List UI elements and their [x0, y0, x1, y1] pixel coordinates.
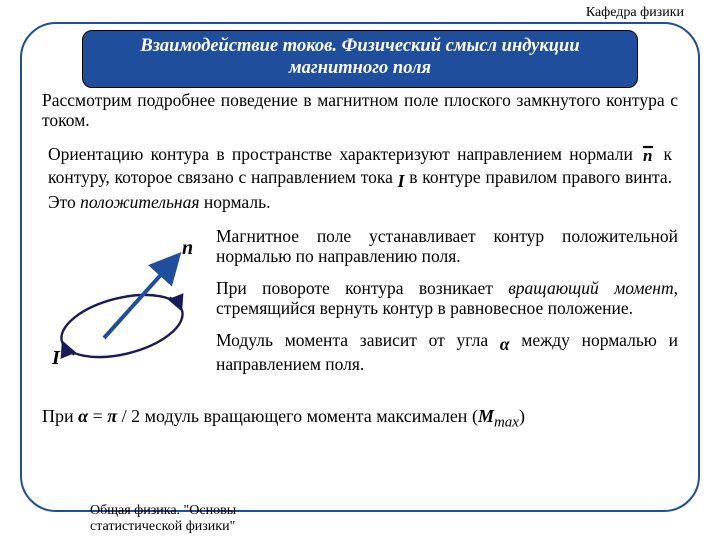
symbol-alpha-inline: α: [500, 334, 510, 354]
loop-svg: n I: [42, 226, 202, 396]
footer-line2: статистической физики": [90, 519, 236, 534]
svg-text:n: n: [643, 146, 652, 163]
right-text-column: Магнитное поле устанавливает контур поло…: [216, 226, 678, 396]
label-n: n: [182, 237, 193, 259]
paragraph-field-aligns: Магнитное поле устанавливает контур поло…: [216, 226, 678, 266]
text: Ориентацию контура в пространстве характ…: [48, 144, 640, 164]
label-i: I: [51, 347, 61, 369]
text: Модуль момента зависит от угла: [216, 330, 500, 350]
slide-content: Рассмотрим подробнее поведение в магнитн…: [42, 90, 678, 431]
paragraph-max-torque: При α = π / 2 модуль вращающего момента …: [42, 406, 678, 432]
text-torque-term: вращающий момент: [508, 278, 673, 298]
header-department: Кафедра физики: [586, 5, 684, 21]
slide-title: Взаимодействие токов. Физический смысл и…: [82, 30, 638, 88]
row-diagram-text: n I Магнитное поле устанавливает контур …: [42, 226, 678, 396]
footer-line1: Общая физика. "Основы: [90, 503, 236, 518]
paragraph-intro: Рассмотрим подробнее поведение в магнитн…: [42, 90, 678, 130]
math-mmax: (Mmax): [472, 406, 525, 426]
paragraph-angle: Модуль момента зависит от угла α между н…: [216, 330, 678, 374]
paragraph-orientation: Ориентацию контура в пространстве характ…: [48, 144, 672, 211]
text-positive: положительная: [80, 192, 199, 212]
footer-course: Общая физика. "Основы статистической физ…: [90, 503, 236, 534]
paragraph-torque: При повороте контура возникает вращающий…: [216, 278, 678, 318]
loop-diagram: n I: [42, 226, 202, 396]
text: При: [42, 406, 78, 426]
math-condition: α = π / 2: [78, 406, 140, 426]
text: При повороте контура возникает: [216, 278, 508, 298]
text: модуль вращающего момента максимален: [145, 406, 472, 426]
symbol-n-inline: n: [640, 145, 656, 167]
text: нормаль.: [200, 192, 271, 212]
